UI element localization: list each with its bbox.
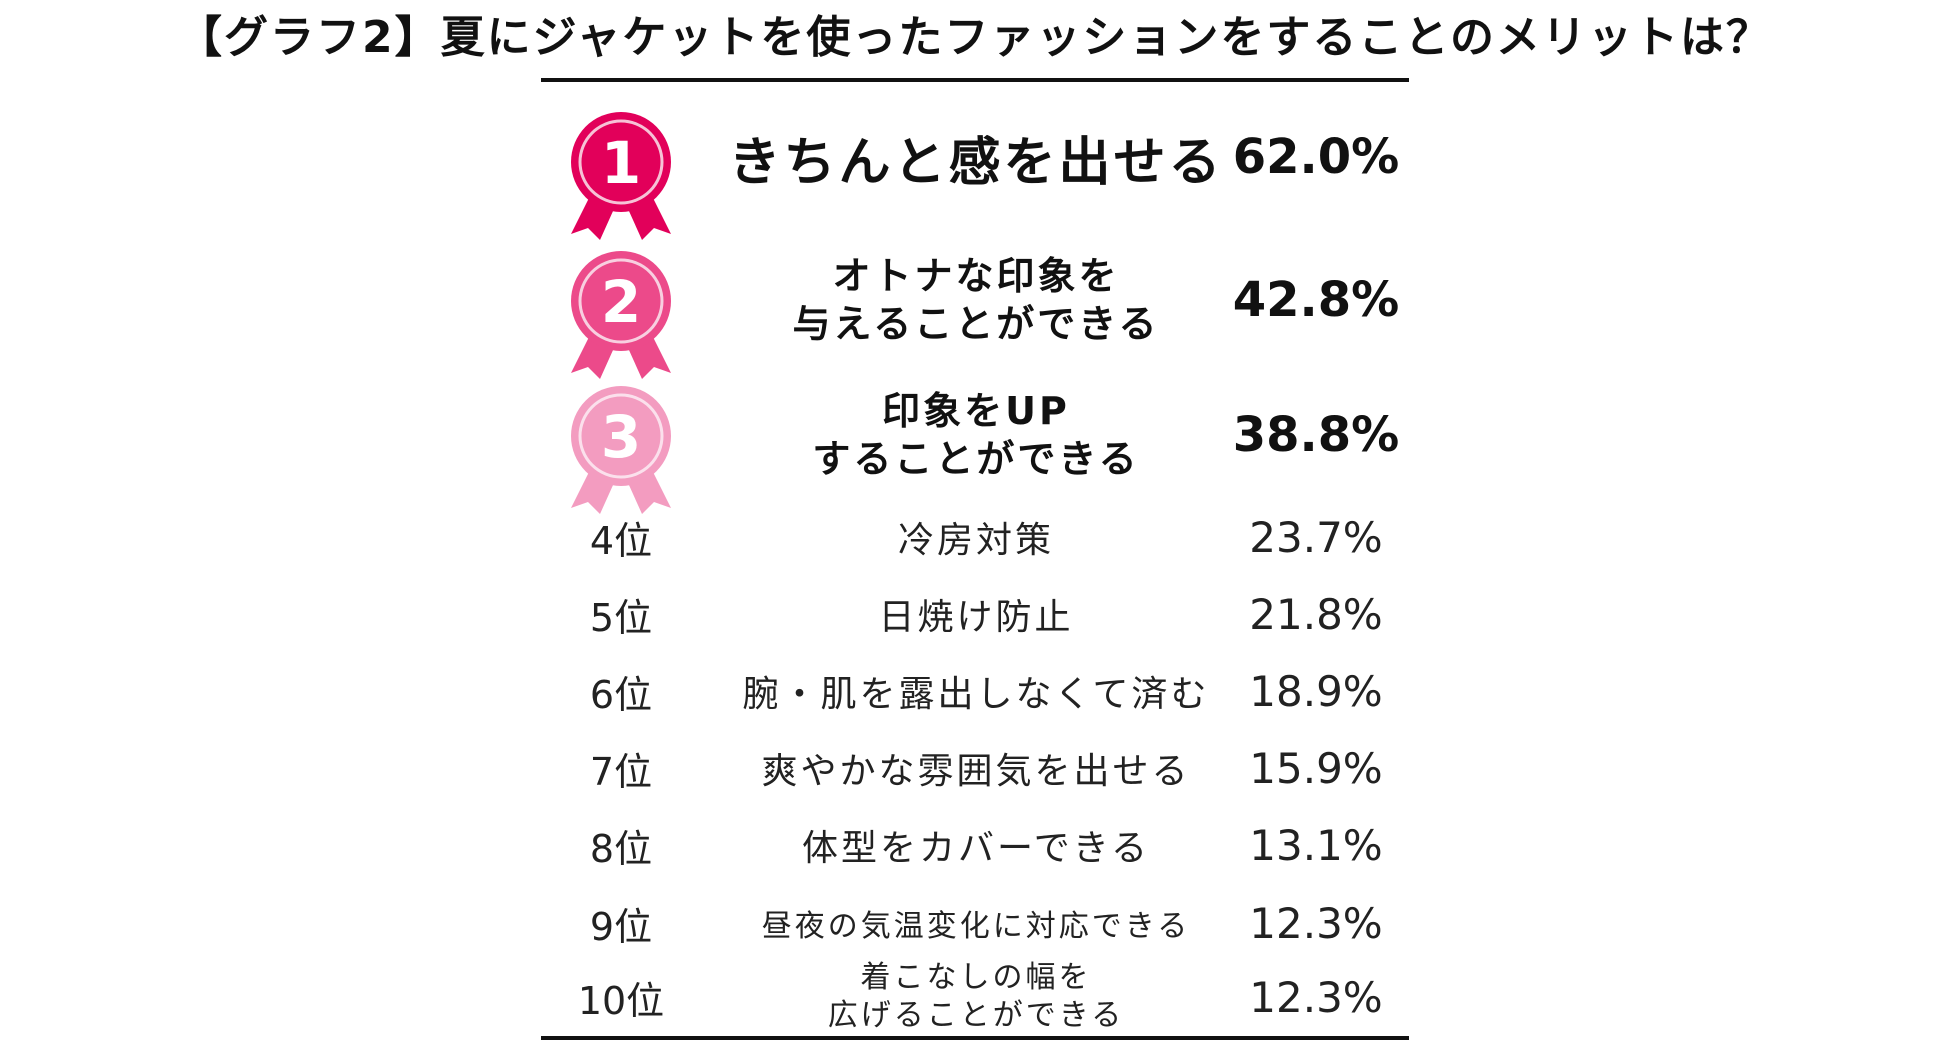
rank-5-cell: 5位 <box>541 582 701 646</box>
rank-8-number: 8位 <box>589 826 653 871</box>
rank-10-label-line-1: 着こなしの幅を <box>860 960 1092 995</box>
rank-6-label: 腕・肌を露出しなくて済む <box>701 659 1251 723</box>
rank-4-cell: 4位 <box>541 505 701 569</box>
rank-3-medal-cell: 3 <box>541 383 701 515</box>
rank-1-value: 62.0% <box>1232 129 1400 185</box>
rank-5-label: 日焼け防止 <box>701 582 1251 646</box>
top-rule <box>541 78 1409 82</box>
bottom-rule <box>541 1036 1409 1040</box>
rank-10-value-cell: 12.3% <box>1201 957 1431 1037</box>
rank-1-value-cell: 62.0% <box>1201 87 1431 227</box>
rank-7-label-line-1: 爽やかな雰囲気を出せる <box>761 751 1191 792</box>
ranking-row-10: 10位 着こなしの幅を 広げることができる 12.3% <box>541 957 1409 1037</box>
rank-4-value-cell: 23.7% <box>1201 505 1431 569</box>
rank-6-cell: 6位 <box>541 659 701 723</box>
rank-3-label-line-2: することができる <box>812 437 1140 481</box>
rank-8-label: 体型をカバーできる <box>701 813 1251 877</box>
rank-8-value-cell: 13.1% <box>1201 813 1431 877</box>
rank-10-number: 10位 <box>577 978 665 1023</box>
rank-7-number: 7位 <box>589 749 653 794</box>
rank-3-label-line-1: 印象をUP <box>882 389 1070 433</box>
ranking-row-8: 8位 体型をカバーできる 13.1% <box>541 813 1409 877</box>
rank-2-medal-icon: 2 <box>571 251 671 379</box>
rank-6-label-line-1: 腕・肌を露出しなくて済む <box>742 674 1210 715</box>
rank-10-label-line-2: 広げることができる <box>827 998 1125 1033</box>
ranking-row-9: 9位 昼夜の気温変化に対応できる 12.3% <box>541 891 1409 955</box>
rank-2-value: 42.8% <box>1232 272 1400 328</box>
rank-1-medal-icon: 1 <box>571 112 671 240</box>
rank-1-medal-number: 1 <box>601 129 641 197</box>
rank-9-label: 昼夜の気温変化に対応できる <box>701 891 1251 955</box>
rank-9-cell: 9位 <box>541 891 701 955</box>
rank-6-value: 18.9% <box>1249 666 1383 716</box>
rank-2-label: オトナな印象を 与えることができる <box>701 231 1251 369</box>
rank-2-medal-number: 2 <box>601 268 641 336</box>
ranking-row-5: 5位 日焼け防止 21.8% <box>541 582 1409 646</box>
rank-4-value: 23.7% <box>1249 512 1383 562</box>
rank-5-number: 5位 <box>589 595 653 640</box>
rank-2-medal-ring <box>578 258 664 344</box>
rank-10-label: 着こなしの幅を 広げることができる <box>701 957 1251 1037</box>
rank-6-number: 6位 <box>589 672 653 717</box>
rank-2-label-line-1: オトナな印象を <box>832 254 1120 298</box>
rank-3-value-cell: 38.8% <box>1201 369 1431 501</box>
rank-10-cell: 10位 <box>541 957 701 1037</box>
rank-9-value: 12.3% <box>1249 898 1383 948</box>
rank-7-value-cell: 15.9% <box>1201 736 1431 800</box>
rank-2-medal-cell: 2 <box>541 245 701 383</box>
rank-8-cell: 8位 <box>541 813 701 877</box>
rank-1-label-line-1: きちんと感を出せる <box>728 132 1224 193</box>
rank-9-value-cell: 12.3% <box>1201 891 1431 955</box>
rank-3-medal-number: 3 <box>601 403 641 471</box>
rank-9-label-line-1: 昼夜の気温変化に対応できる <box>761 909 1191 944</box>
ranking-row-6: 6位 腕・肌を露出しなくて済む 18.9% <box>541 659 1409 723</box>
rank-1-medal-inner <box>584 125 658 199</box>
ranking-row-4: 4位 冷房対策 23.7% <box>541 505 1409 569</box>
rank-7-cell: 7位 <box>541 736 701 800</box>
rank-3-medal-icon: 3 <box>571 386 671 514</box>
rank-5-label-line-1: 日焼け防止 <box>878 597 1074 638</box>
rank-2-label-line-2: 与えることができる <box>792 302 1160 346</box>
chart-title: 【グラフ2】夏にジャケットを使ったファッションをすることのメリットは？ <box>178 12 1772 63</box>
rank-3-medal-inner <box>584 399 658 473</box>
rank-9-number: 9位 <box>589 904 653 949</box>
rank-6-value-cell: 18.9% <box>1201 659 1431 723</box>
rank-4-number: 4位 <box>589 518 653 563</box>
rank-2-value-cell: 42.8% <box>1201 231 1431 369</box>
rank-2-medal-inner <box>584 264 658 338</box>
rank-3-value: 38.8% <box>1232 407 1400 463</box>
rank-3-label: 印象をUP することができる <box>701 369 1251 501</box>
rank-8-value: 13.1% <box>1249 820 1383 870</box>
rank-7-label: 爽やかな雰囲気を出せる <box>701 736 1251 800</box>
rank-4-label-line-1: 冷房対策 <box>897 520 1054 561</box>
rank-3-medal-ring <box>578 393 664 479</box>
rank-8-label-line-1: 体型をカバーできる <box>801 828 1151 869</box>
rank-5-value-cell: 21.8% <box>1201 582 1431 646</box>
rank-10-value: 12.3% <box>1249 972 1383 1022</box>
ranking-row-3: 3 印象をUP することができる 38.8% <box>541 383 1409 515</box>
rank-4-label: 冷房対策 <box>701 505 1251 569</box>
rank-5-value: 21.8% <box>1249 589 1383 639</box>
ranking-row-7: 7位 爽やかな雰囲気を出せる 15.9% <box>541 736 1409 800</box>
rank-7-value: 15.9% <box>1249 743 1383 793</box>
rank-1-label: きちんと感を出せる <box>701 87 1251 227</box>
ranking-row-1: 1 きちんと感を出せる 62.0% <box>541 105 1409 245</box>
rank-1-medal-cell: 1 <box>541 105 701 245</box>
rank-1-medal-ring <box>578 119 664 205</box>
ranking-row-2: 2 オトナな印象を 与えることができる 42.8% <box>541 245 1409 383</box>
